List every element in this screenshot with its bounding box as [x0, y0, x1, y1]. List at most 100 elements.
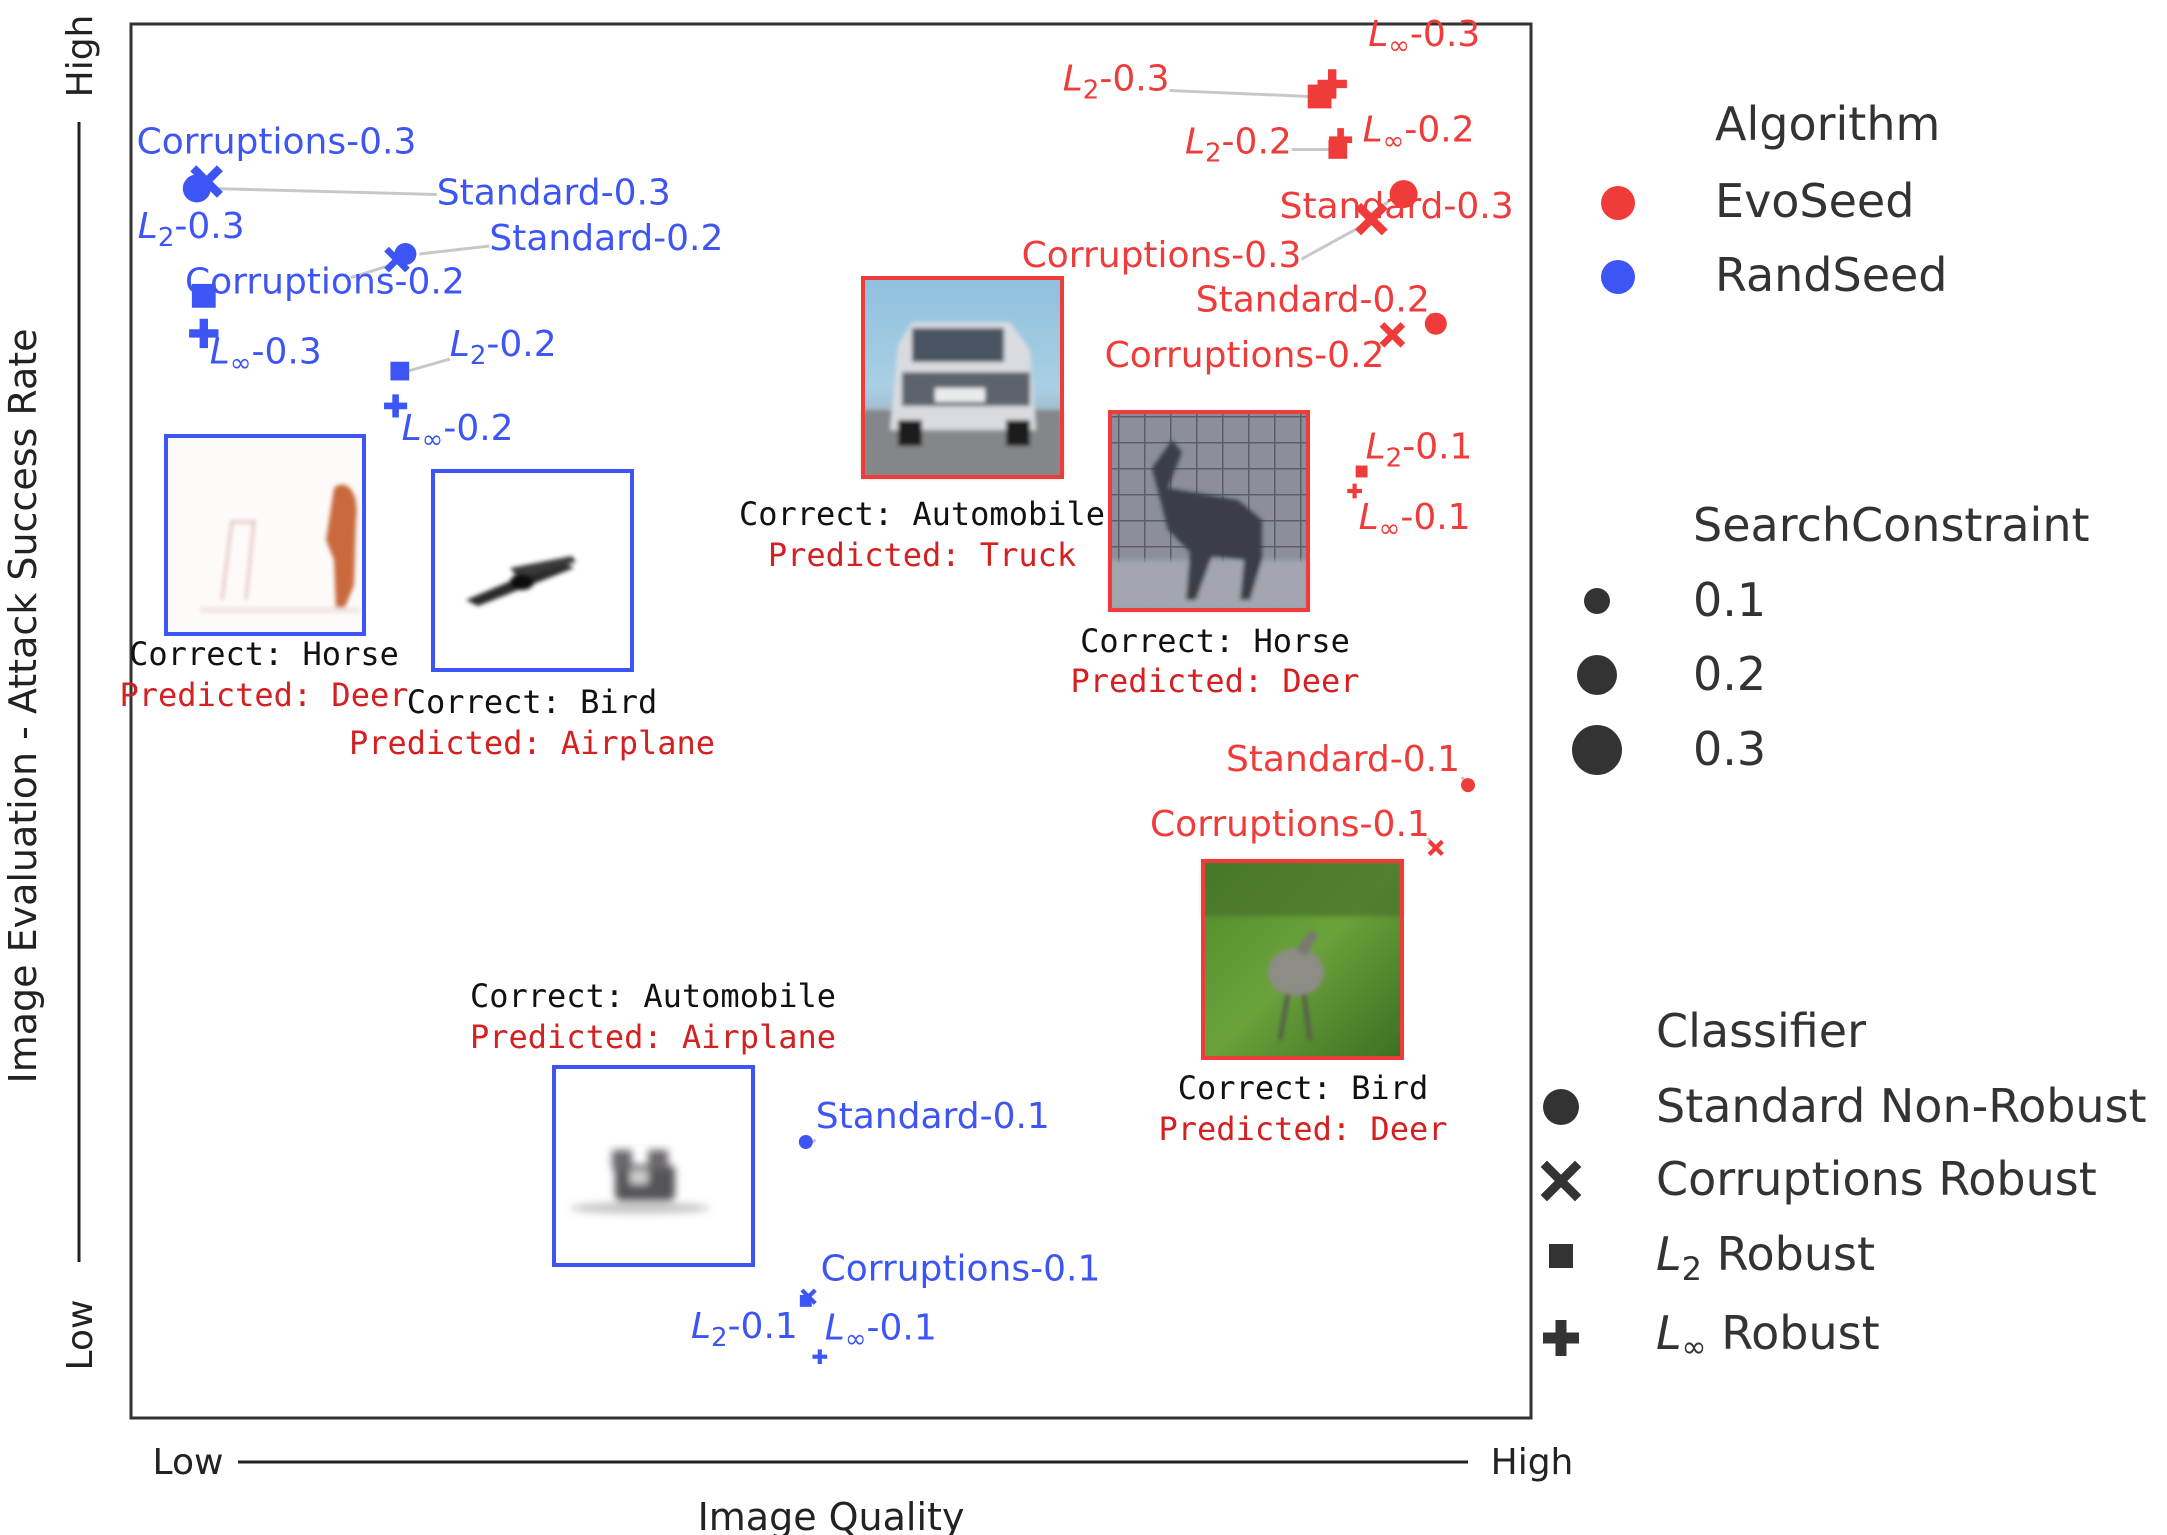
- caption-correct: Correct: Bird: [407, 683, 657, 721]
- example-randseed-horse: [164, 434, 366, 636]
- legend-circle-marker: [1543, 1089, 1579, 1125]
- point-label: Corruptions-0.3: [1022, 235, 1302, 276]
- example-frame: [1201, 859, 1404, 1060]
- point-label: Corruptions-0.1: [1150, 804, 1430, 845]
- data-markers: [182, 69, 1475, 1365]
- point-x-marker: [1427, 839, 1444, 856]
- leader-line: [210, 186, 437, 196]
- legend-size-0.2: [1577, 655, 1617, 695]
- caption-predicted: Predicted: Deer: [1071, 662, 1360, 700]
- x-axis-title: Image Quality: [698, 1495, 965, 1535]
- point-label: L2-0.3: [138, 206, 245, 253]
- legend-size-0.3: [1572, 725, 1622, 775]
- caption-predicted: Predicted: Airplane: [470, 1018, 836, 1056]
- example-frame: [164, 434, 366, 636]
- point-plus-marker: [1347, 483, 1362, 499]
- y-axis-low-label: Low: [60, 1300, 101, 1371]
- legend-standard-label: Standard Non-Robust: [1656, 1079, 2147, 1133]
- legend-size-0.1: [1584, 588, 1610, 614]
- point-plus-marker: [812, 1349, 828, 1365]
- legend-evoseed-label: EvoSeed: [1715, 174, 1914, 228]
- point-circle-marker: [1461, 778, 1475, 793]
- point-label: L2-0.2: [450, 324, 557, 371]
- legend-linf-label: L∞ Robust: [1656, 1306, 1880, 1365]
- point-square-marker: [191, 283, 216, 308]
- example-frame: [552, 1065, 755, 1267]
- point-label: L∞-0.1: [825, 1308, 937, 1355]
- legend-l2-label: L2 Robust: [1656, 1227, 1875, 1288]
- leader-line: [407, 357, 451, 373]
- example-captions: Correct: Horse Predicted: Deer Correct: …: [120, 495, 1448, 1148]
- point-circle-marker: [798, 1134, 813, 1149]
- point-label: L2-0.1: [1366, 426, 1473, 473]
- point-label: L∞-0.2: [1363, 110, 1475, 157]
- point-square-marker: [1307, 84, 1332, 109]
- legend-classifier-title: Classifier: [1656, 1004, 1866, 1058]
- point-label: Standard-0.3: [437, 172, 671, 213]
- point-label: Standard-0.2: [489, 218, 723, 259]
- legend-plus-marker: [1543, 1320, 1579, 1356]
- x-axis-low-label: Low: [153, 1442, 224, 1483]
- legend-algorithm-title: Algorithm: [1715, 97, 1940, 151]
- legend: Algorithm EvoSeed RandSeed SearchConstra…: [1540, 97, 2147, 1365]
- point-label: Corruptions-0.3: [137, 122, 417, 163]
- y-axis-high-label: High: [60, 15, 101, 98]
- point-label: Standard-0.2: [1196, 280, 1430, 321]
- y-axis-title: Image Evaluation - Attack Success Rate: [1, 328, 45, 1083]
- point-plus-marker: [384, 394, 408, 418]
- point-circle-marker: [1424, 312, 1447, 335]
- point-label: L2-0.2: [1185, 121, 1292, 168]
- point-label: Standard-0.1: [816, 1096, 1050, 1137]
- leader-line: [419, 244, 490, 256]
- point-label: L∞-0.1: [1359, 497, 1471, 544]
- point-label: Standard-0.3: [1280, 186, 1514, 227]
- x-axis: Low High Image Quality: [153, 1442, 1574, 1535]
- example-evoseed-horse: [1108, 410, 1310, 612]
- point-x-marker: [384, 246, 410, 273]
- point-square-marker: [1328, 140, 1348, 159]
- point-square-marker: [799, 1294, 812, 1307]
- legend-corruptions-label: Corruptions Robust: [1656, 1152, 2097, 1206]
- legend-evoseed-swatch: [1601, 186, 1635, 220]
- legend-constraint-0.2: 0.2: [1693, 647, 1766, 701]
- legend-x-marker: [1540, 1160, 1582, 1202]
- legend-square-marker: [1549, 1244, 1573, 1268]
- point-labels: L∞-0.3 L2-0.3 L∞-0.2 L2-0.2 Standard-0.3 Corr…: [137, 14, 1514, 1355]
- point-circle-marker: [182, 174, 211, 203]
- legend-randseed-swatch: [1601, 260, 1635, 294]
- point-x-marker: [1379, 322, 1406, 348]
- example-frame: [431, 469, 634, 672]
- point-label: L∞-0.3: [210, 331, 322, 378]
- example-frame: [1108, 410, 1310, 612]
- leader-line: [1169, 88, 1310, 98]
- point-label: Corruptions-0.1: [821, 1249, 1101, 1290]
- caption-correct: Correct: Bird: [1178, 1069, 1428, 1107]
- point-plus-marker: [189, 318, 219, 349]
- caption-predicted: Predicted: Airplane: [349, 724, 715, 762]
- point-label: Corruptions-0.2: [1105, 335, 1385, 376]
- caption-correct: Correct: Automobile: [470, 977, 836, 1015]
- point-plus-marker: [1317, 69, 1347, 99]
- plot-area-frame: [129, 22, 1533, 1420]
- point-label: L2-0.3: [1063, 58, 1170, 105]
- example-evoseed-bird: [1201, 859, 1404, 1060]
- point-label: Corruptions-0.2: [185, 262, 465, 303]
- point-square-marker: [390, 361, 410, 381]
- legend-constraint-title: SearchConstraint: [1693, 498, 2090, 552]
- leader-line: [350, 264, 390, 280]
- x-axis-high-label: High: [1491, 1442, 1574, 1483]
- caption-correct: Correct: Automobile: [739, 495, 1105, 533]
- legend-constraint-0.3: 0.3: [1693, 722, 1766, 776]
- caption-correct: Correct: Horse: [129, 635, 399, 673]
- point-label: L∞-0.3: [1368, 14, 1480, 61]
- point-label: Standard-0.1: [1226, 739, 1460, 780]
- point-label: L∞-0.2: [402, 408, 514, 455]
- legend-randseed-label: RandSeed: [1715, 248, 1948, 302]
- example-frame: [861, 276, 1064, 479]
- point-circle-marker: [1389, 180, 1418, 209]
- caption-predicted: Predicted: Truck: [768, 536, 1076, 574]
- example-randseed-automobile: [552, 1065, 755, 1267]
- example-evoseed-automobile: [861, 276, 1064, 479]
- point-x-marker: [1355, 202, 1388, 236]
